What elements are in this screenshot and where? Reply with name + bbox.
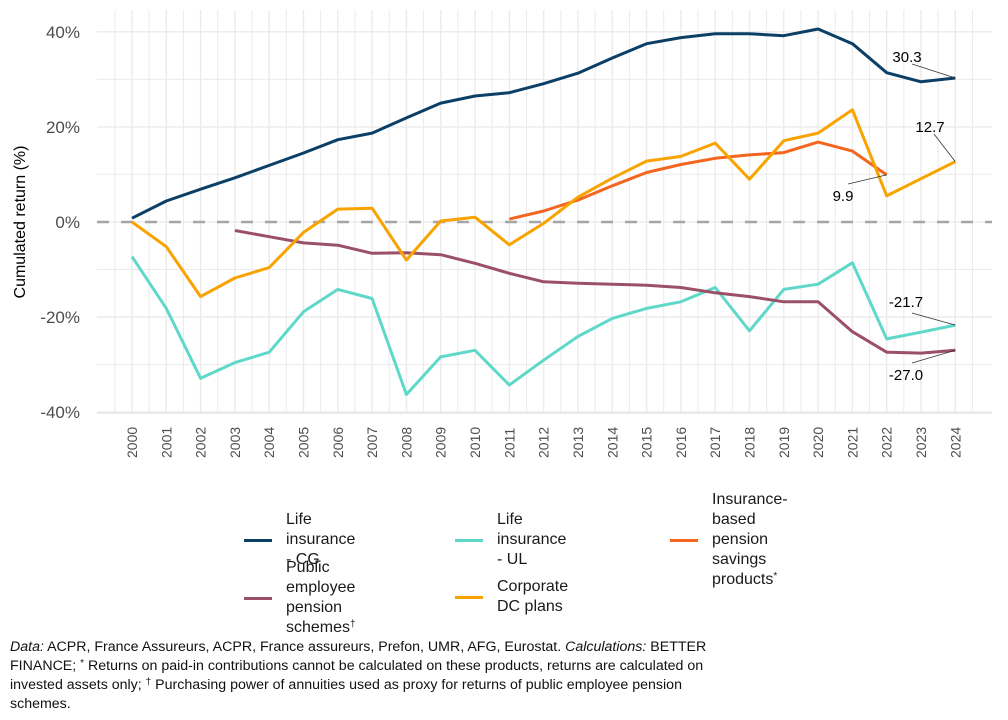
end-label-ul: -21.7 (889, 294, 923, 311)
calculations-label: Calculations: (565, 639, 647, 655)
legend-key-cg (244, 538, 272, 542)
series-lines (130, 27, 956, 396)
series-line-ul (130, 255, 956, 396)
x-tick-label: 2015 (639, 427, 655, 458)
x-tick-label: 2009 (433, 427, 449, 458)
legend-label: Life insurance - CG (286, 511, 356, 568)
footnote-1: Returns on paid-in contributions cannot … (10, 658, 704, 693)
series-line-dc (131, 108, 956, 299)
legend-label-line: Insurance-based (712, 491, 788, 528)
end-label-dc: 12.7 (915, 119, 944, 136)
footnote-marker: † (350, 619, 356, 630)
y-tick-label: 40% (46, 23, 80, 42)
x-tick-label: 2003 (227, 427, 243, 458)
end-label-leader-pub (911, 349, 956, 364)
legend-label: Public employee pension schemes† (286, 558, 356, 638)
y-tick-label: 20% (46, 118, 80, 137)
x-tick-label: 2008 (398, 427, 414, 458)
x-tick-label: 2010 (467, 427, 483, 458)
y-axis-ticks: -40% -20% 0% 20% 40% (40, 23, 80, 422)
end-label-cg: 30.3 (892, 49, 921, 66)
y-axis-label: Cumulated return (%) (12, 146, 29, 299)
x-tick-label: 2018 (741, 427, 757, 458)
y-tick-label: -20% (40, 308, 80, 327)
legend-key-ibp (670, 538, 698, 542)
x-tick-label: 2002 (193, 427, 209, 458)
legend-key-pub (244, 596, 272, 600)
x-tick-label: 2000 (124, 427, 140, 458)
source-caption: Data: ACPR, France Assureurs, ACPR, Fran… (10, 638, 730, 714)
legend-label-line: pension (286, 599, 343, 616)
legend-item-public-employee-pension[interactable]: Public employee pension schemes† (244, 558, 356, 638)
x-tick-label: 2006 (330, 427, 346, 458)
series-line-cg (131, 27, 956, 220)
x-tick-label: 2013 (570, 427, 586, 458)
x-tick-label: 2019 (776, 427, 792, 458)
footnote-marker: † (145, 677, 152, 688)
legend-item-life-insurance-cg[interactable]: Life insurance - CG (244, 510, 355, 570)
footnote-marker: * (80, 658, 85, 669)
legend-item-insurance-based-pension[interactable]: Insurance-based pension savings products… (670, 490, 788, 590)
legend-label-line: pension savings (712, 531, 769, 568)
y-tick-label: -40% (40, 403, 80, 422)
end-label-leader-ibp (847, 174, 887, 185)
x-tick-label: 2005 (296, 427, 312, 458)
end-label-leader-dc (933, 133, 956, 162)
x-axis-ticks: 2000 2001 2002 2003 2004 2005 2006 2007 2008 2009… (124, 427, 963, 458)
legend-label: Corporate DC plans (497, 578, 569, 615)
end-label-ibp: 9.9 (833, 188, 854, 205)
x-tick-label: 2004 (261, 427, 277, 458)
x-tick-label: 2007 (364, 427, 380, 458)
end-labels: 30.3 -21.7 9.9 -27.0 12.7 (833, 49, 956, 384)
x-tick-label: 2022 (879, 427, 895, 458)
footnote-marker: * (773, 571, 778, 582)
series-line-pub (234, 229, 956, 355)
x-tick-label: 2023 (913, 427, 929, 458)
x-tick-label: 2020 (810, 427, 826, 458)
legend-item-corporate-dc[interactable]: Corporate DC plans (455, 577, 568, 617)
legend-label-line: schemes (286, 619, 351, 636)
x-tick-label: 2024 (947, 427, 963, 458)
legend-label: Insurance-based pension savings products… (712, 490, 788, 590)
x-tick-label: 2017 (707, 427, 723, 458)
data-sources: ACPR, France Assureurs, ACPR, France ass… (43, 639, 566, 655)
x-tick-label: 2012 (536, 427, 552, 458)
data-label: Data: (10, 639, 44, 655)
calculations-text: BETTER FINANCE; (10, 639, 707, 674)
x-tick-label: 2014 (604, 427, 620, 458)
legend-label: Life insurance - UL (497, 511, 567, 568)
y-tick-label: 0% (55, 213, 80, 232)
end-label-leader-cg (911, 63, 956, 79)
end-label-leader-ul (911, 312, 956, 326)
legend-key-dc (455, 595, 483, 599)
x-tick-label: 2021 (844, 427, 860, 458)
x-tick-label: 2011 (501, 428, 517, 458)
line-chart: -40%-20%0%20%40% 2000 2001 2002 2003 2004 200… (12, 10, 992, 458)
legend-label-line: products (712, 571, 774, 588)
legend-item-life-insurance-ul[interactable]: Life insurance - UL (455, 510, 566, 570)
footnote-2: Purchasing power of annuities used as pr… (10, 677, 682, 712)
x-tick-label: 2001 (158, 427, 174, 458)
x-tick-label: 2016 (673, 427, 689, 458)
legend-key-ul (455, 538, 483, 542)
end-label-pub: -27.0 (889, 367, 923, 384)
legend-label-line: Public employee (286, 559, 356, 596)
